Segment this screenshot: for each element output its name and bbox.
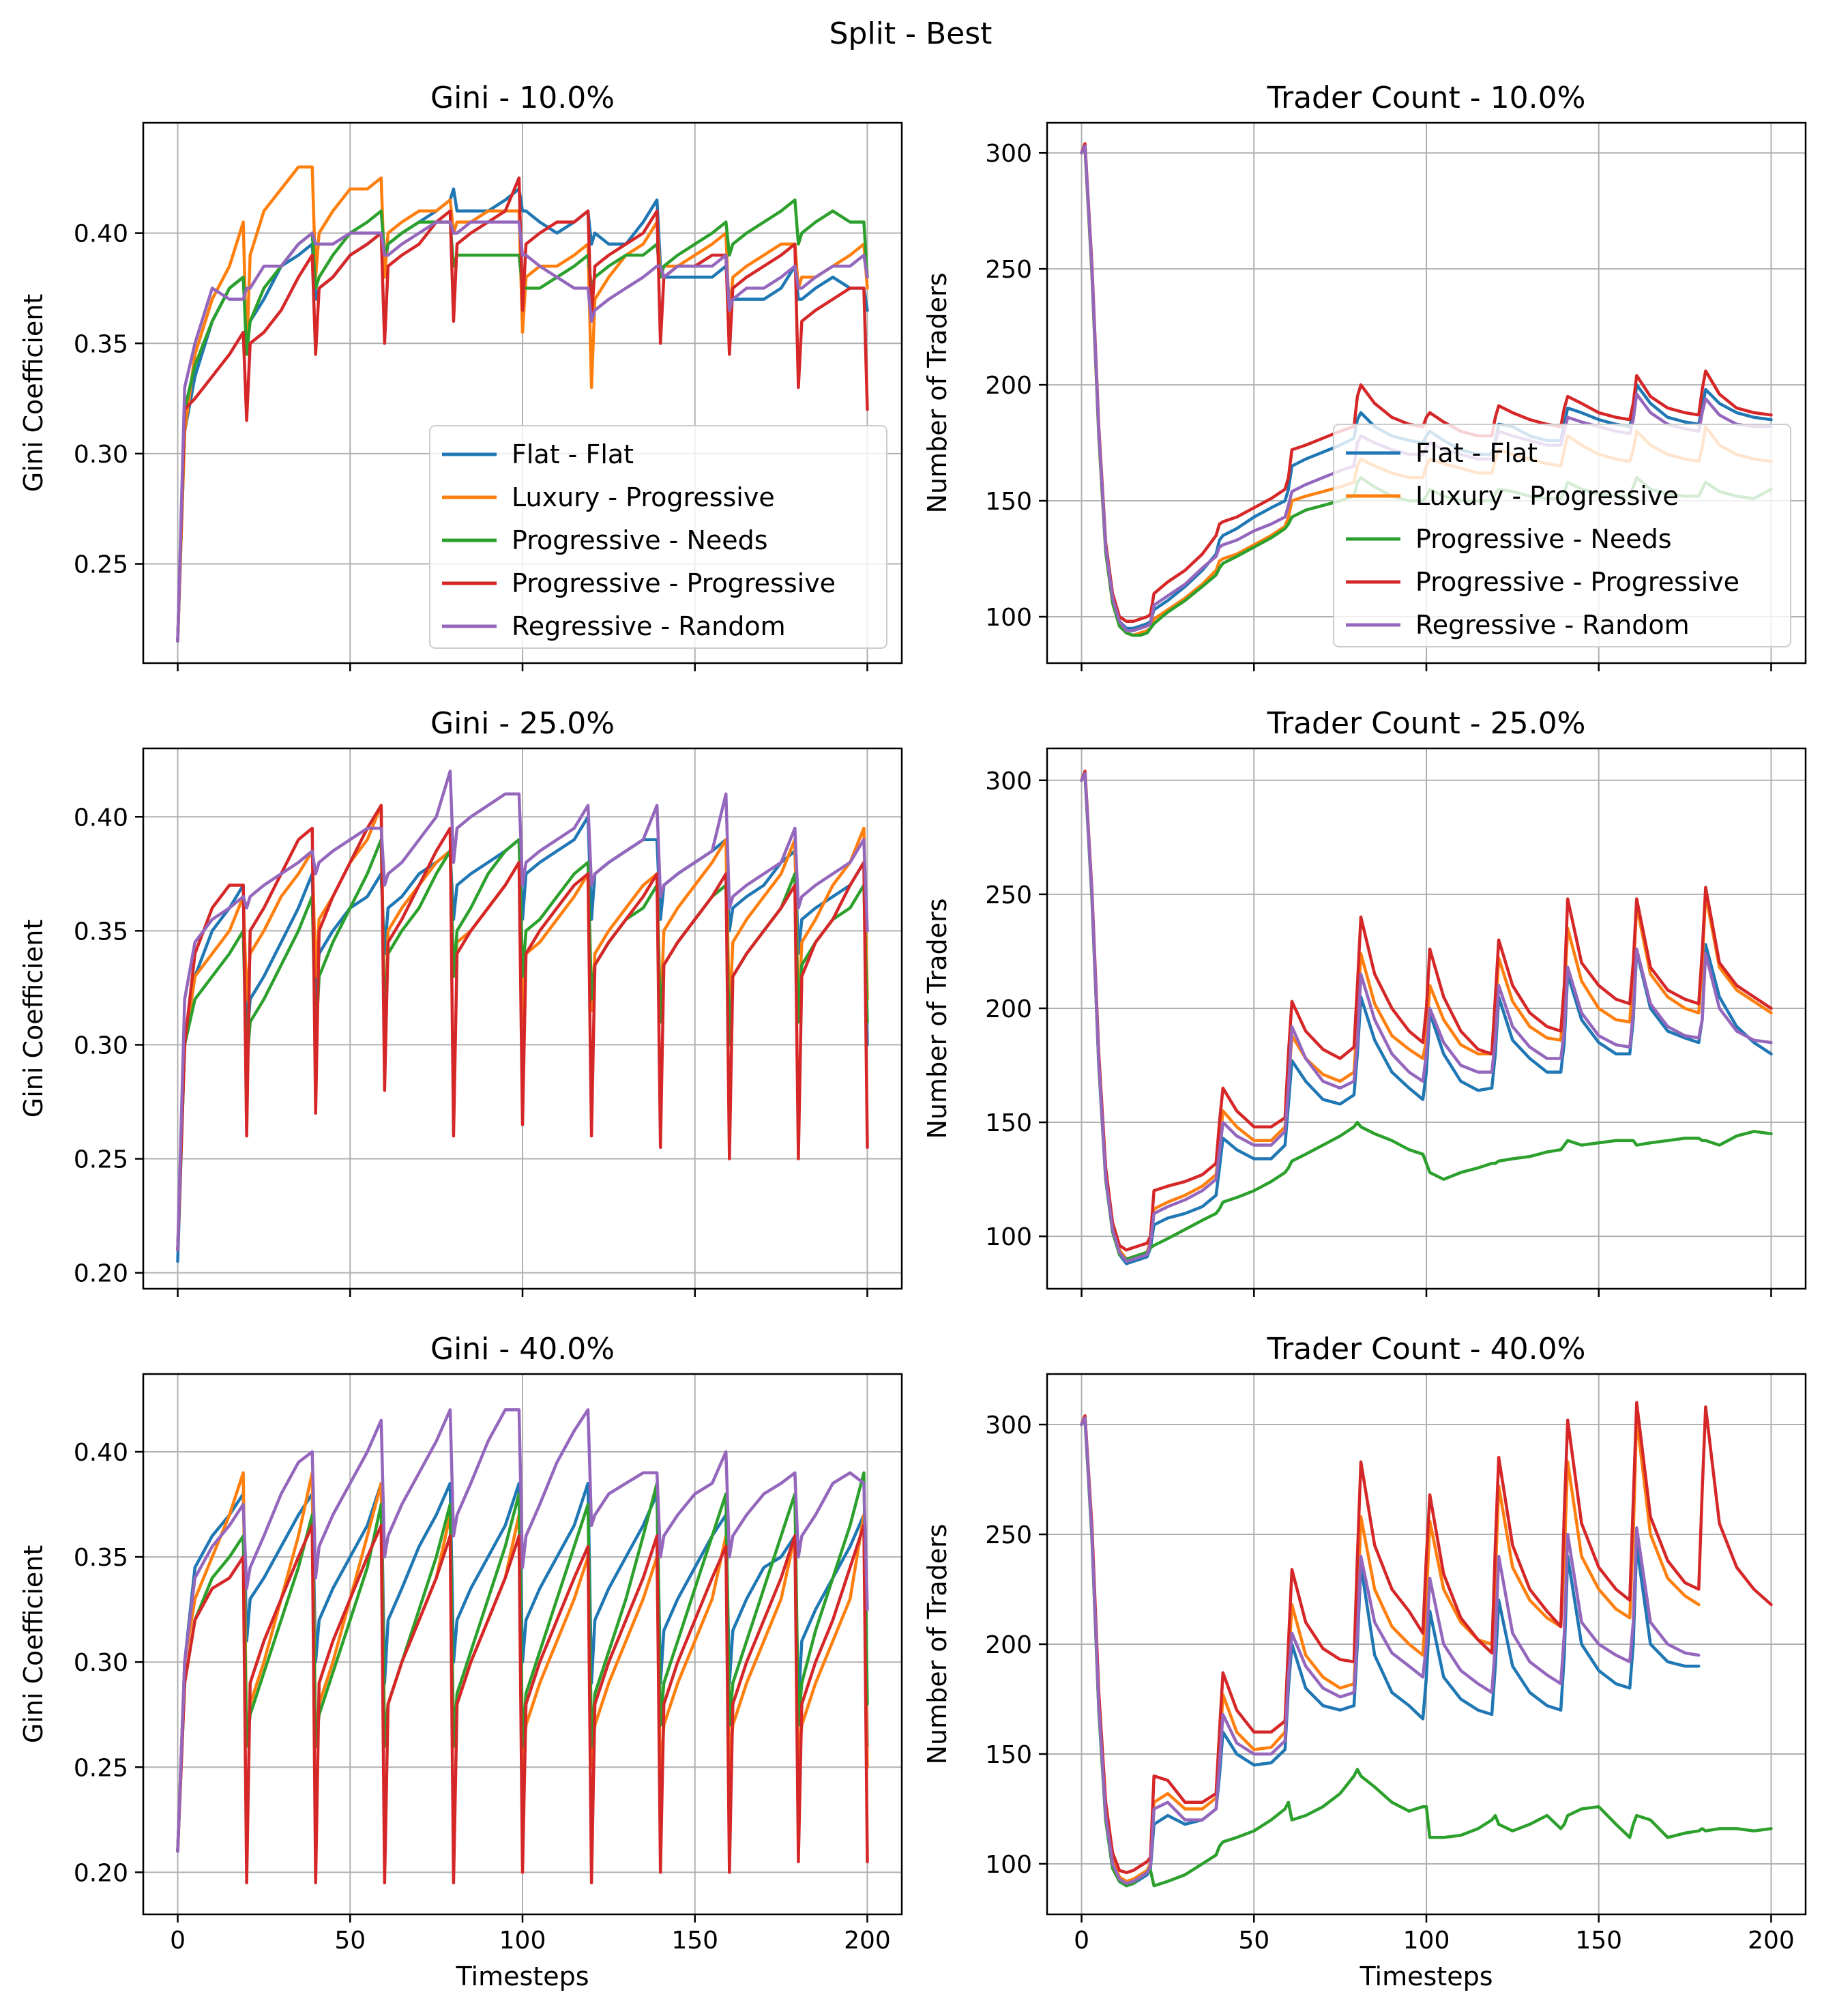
y-tick-label: 200 [985, 372, 1032, 400]
legend-label: Flat - Flat [512, 439, 634, 469]
series-line-regressive-random [1080, 1416, 1701, 1886]
y-tick-label: 0.30 [74, 441, 128, 469]
y-tick-label: 0.35 [74, 1544, 128, 1572]
x-tick-label: 0 [1074, 1927, 1089, 1955]
x-axis-label: Timesteps [1360, 1961, 1493, 1991]
legend-label: Progressive - Needs [512, 525, 768, 555]
y-tick-label: 0.20 [74, 1260, 128, 1288]
legend-label: Flat - Flat [1415, 438, 1538, 468]
y-axis-label: Gini Coefficient [18, 920, 48, 1117]
y-tick-label: 0.25 [74, 1754, 128, 1782]
y-tick-label: 0.40 [74, 220, 128, 248]
legend: Flat - Flat Luxury - Progressive Progressi… [1333, 424, 1791, 647]
y-axis-label: Number of Traders [922, 1524, 952, 1765]
y-axis-label: Number of Traders [922, 273, 952, 514]
series-line-progressive-progressive [1080, 1401, 1773, 1875]
legend-label: Luxury - Progressive [512, 482, 775, 512]
series-line-regressive-random [1080, 772, 1773, 1263]
y-tick-label: 0.30 [74, 1649, 128, 1677]
y-tick-label: 300 [985, 1412, 1032, 1440]
y-tick-label: 200 [985, 1631, 1032, 1659]
x-tick-label: 200 [1748, 1927, 1795, 1955]
subplot-gini-40-0: Gini - 40.0% 0 50 100 150 200 0.20 0.25 0.30 0.35… [18, 1332, 903, 1991]
series-line-progressive-progressive [176, 1523, 869, 1885]
legend-label: Progressive - Progressive [1415, 567, 1739, 597]
legend: Flat - Flat Luxury - Progressive Progressi… [429, 425, 887, 649]
subplot-title: Gini - 40.0% [430, 1332, 615, 1367]
x-tick-label: 50 [334, 1927, 366, 1955]
subplot-title: Trader Count - 40.0% [1267, 1332, 1586, 1367]
y-tick-label: 250 [985, 1521, 1032, 1549]
y-axis-label: Gini Coefficient [18, 1545, 48, 1743]
x-tick-label: 150 [1575, 1927, 1622, 1955]
series-line-progressive-progressive [176, 804, 869, 1252]
legend-label: Luxury - Progressive [1415, 481, 1679, 511]
subplot-trader-count-25-0: Trader Count - 25.0% 100 150 200 250 300 Numbe… [922, 706, 1807, 1297]
x-tick-label: 50 [1238, 1927, 1269, 1955]
subplot-trader-count-40-0: Trader Count - 40.0% 0 50 100 150 200 100 150 20… [922, 1332, 1807, 1991]
y-tick-label: 0.40 [74, 1439, 128, 1467]
x-tick-label: 0 [170, 1927, 186, 1955]
y-tick-label: 250 [985, 881, 1032, 909]
series-line-progressive-progressive [176, 176, 869, 643]
legend-label: Progressive - Progressive [512, 568, 836, 598]
x-tick-label: 100 [1403, 1927, 1450, 1955]
series-line-regressive-random [176, 220, 869, 643]
x-tick-label: 200 [844, 1927, 891, 1955]
y-axis-label: Gini Coefficient [18, 294, 48, 492]
figure-title: Split - Best [829, 16, 993, 51]
y-tick-label: 0.40 [74, 804, 128, 832]
y-tick-label: 0.25 [74, 551, 128, 579]
y-tick-label: 100 [985, 1851, 1032, 1879]
series-line-progressive-progressive [1080, 770, 1773, 1252]
y-tick-label: 150 [985, 1109, 1032, 1137]
legend-box [1333, 424, 1791, 647]
y-tick-label: 100 [985, 604, 1032, 632]
series-line-luxury-progressive [176, 165, 869, 643]
y-tick-label: 100 [985, 1223, 1032, 1251]
y-tick-label: 0.35 [74, 330, 128, 358]
y-axis-label: Number of Traders [922, 899, 952, 1139]
subplot-title: Trader Count - 10.0% [1267, 81, 1586, 115]
series-line-flat-flat [176, 187, 869, 643]
y-tick-label: 250 [985, 256, 1032, 284]
x-axis-label: Timesteps [456, 1961, 589, 1991]
y-tick-label: 300 [985, 768, 1032, 795]
subplot-gini-25-0: Gini - 25.0% 0.20 0.25 0.30 0.35 0.40 Gini Coe… [18, 706, 903, 1297]
y-tick-label: 150 [985, 488, 1032, 516]
y-tick-label: 0.25 [74, 1146, 128, 1174]
legend-box [429, 425, 887, 649]
legend-label: Regressive - Random [1415, 610, 1690, 640]
y-tick-label: 0.20 [74, 1859, 128, 1887]
legend-label: Regressive - Random [512, 611, 786, 641]
subplot-title: Trader Count - 25.0% [1267, 706, 1586, 741]
subplot-gini-10-0: Gini - 10.0% 0.25 0.30 0.35 0.40 Gini Coeffic… [18, 81, 903, 671]
y-tick-label: 300 [985, 140, 1032, 168]
x-tick-label: 150 [671, 1927, 718, 1955]
subplot-title: Gini - 10.0% [430, 81, 615, 115]
y-tick-label: 0.30 [74, 1032, 128, 1060]
x-tick-label: 100 [499, 1927, 546, 1955]
series-line-regressive-random [176, 1408, 869, 1853]
subplot-title: Gini - 25.0% [430, 706, 615, 741]
y-tick-label: 150 [985, 1741, 1032, 1769]
series-line-progressive-progressive [1080, 142, 1773, 624]
y-tick-label: 200 [985, 995, 1032, 1023]
y-tick-label: 0.35 [74, 918, 128, 946]
legend-label: Progressive - Needs [1415, 524, 1672, 554]
subplot-grid: Gini - 10.0% 0.25 0.30 0.35 0.40 Gini Coeffic… [18, 81, 1807, 1991]
series-line-regressive-random [176, 770, 869, 1252]
subplot-trader-count-10-0: Trader Count - 10.0% 100 150 200 250 300 Numbe… [922, 81, 1807, 671]
